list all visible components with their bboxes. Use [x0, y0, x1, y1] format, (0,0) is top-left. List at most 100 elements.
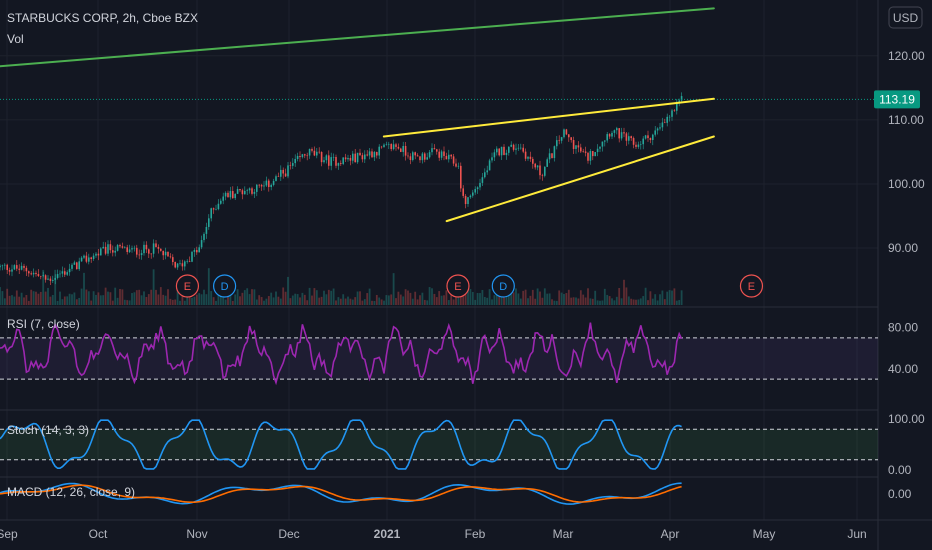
price-axis[interactable]: 90.00 100.00 110.00 120.00 40.00 80.00 0.00 100… [888, 49, 925, 501]
volume-bar [39, 291, 42, 305]
volume-bar [30, 289, 33, 305]
volume-bar [635, 299, 637, 305]
candle-body [169, 256, 172, 258]
candle-body [174, 262, 176, 268]
candle-body [294, 159, 296, 164]
volume-bar [131, 293, 133, 305]
candle-body [659, 127, 661, 129]
volume-bar [210, 291, 213, 305]
volume-bar [258, 295, 261, 305]
vertical-gridlines [6, 0, 858, 520]
volume-bar [219, 295, 222, 305]
candle-body [184, 261, 186, 267]
earnings-marker[interactable]: E [175, 274, 200, 298]
volume-bar [671, 290, 673, 305]
volume-bar [291, 295, 294, 305]
candle-body [61, 271, 64, 274]
trendline[interactable] [0, 7, 715, 68]
volume-bar [121, 289, 124, 305]
event-marker-circle [175, 274, 200, 298]
volume-bar [73, 292, 76, 305]
trendline[interactable] [445, 135, 715, 223]
volume-bar [476, 293, 479, 305]
earnings-marker[interactable]: E [446, 274, 470, 298]
volume-bar [565, 293, 568, 305]
volume-bar [241, 292, 244, 305]
volume-bar [251, 289, 253, 305]
volume-bar [143, 291, 145, 305]
volume-bar [78, 297, 81, 305]
volume-bar [543, 288, 546, 305]
candle-body [632, 138, 635, 145]
volume-bar [315, 290, 318, 305]
candle-body [80, 257, 83, 262]
volume-bar [15, 290, 18, 305]
volume-bar [147, 294, 150, 305]
volume-bar [246, 288, 249, 305]
dividend-marker[interactable]: D [491, 274, 515, 298]
candle-body [544, 166, 546, 176]
volume-bar [32, 291, 35, 305]
candle-body [248, 188, 251, 191]
volume-bar [491, 299, 493, 305]
volume-bar [678, 300, 681, 305]
volume-bar [116, 297, 119, 305]
volume-bar [27, 300, 30, 305]
volume-bar [87, 291, 90, 305]
volume-bar [191, 297, 193, 305]
volume-bar [47, 287, 49, 305]
volume-bar [253, 289, 256, 305]
volume-bar [541, 297, 544, 305]
candle-body [90, 257, 92, 259]
candle-body [239, 188, 241, 191]
volume-bar [608, 296, 611, 305]
volume-bar [455, 292, 457, 305]
volume-bar [337, 297, 340, 305]
volume-bar [229, 290, 232, 305]
candle-body [23, 265, 25, 268]
candle-body [390, 143, 392, 150]
volume-bar [279, 298, 282, 305]
candle-body [181, 263, 184, 267]
trendline[interactable] [382, 97, 715, 138]
volume-bar [539, 291, 541, 305]
volume-bar [656, 300, 659, 305]
time-axis[interactable]: Sep Oct Nov Dec 2021 Feb Mar Apr May Jun [0, 527, 867, 541]
dividend-marker[interactable]: D [213, 274, 237, 298]
volume-bar [368, 288, 371, 305]
volume-bar [159, 287, 162, 305]
candle-body [426, 157, 428, 160]
volume-bar [359, 291, 361, 305]
candle-body [97, 253, 100, 256]
volume-bar [486, 297, 489, 305]
macd-tick-label: 0.00 [888, 487, 912, 501]
volume-bar [414, 291, 417, 305]
candle-body [227, 192, 229, 198]
trendlines[interactable] [0, 7, 715, 223]
volume-bar [243, 290, 246, 305]
candle-body [32, 272, 35, 275]
volume-bar [193, 296, 196, 305]
currency-button[interactable] [888, 6, 923, 29]
candle-body [361, 155, 364, 160]
candle-body [265, 180, 268, 186]
candle-body [251, 188, 253, 194]
candle-body [296, 156, 299, 160]
candle-body [464, 195, 467, 205]
volume-bar [558, 290, 561, 305]
volume-bar [335, 300, 337, 305]
volume-bar [111, 300, 114, 305]
volume-bar [299, 297, 301, 305]
volume-bar [591, 298, 594, 305]
candle-body [512, 144, 515, 150]
candle-body [205, 226, 208, 234]
candle-body [44, 275, 47, 280]
candle-body [210, 208, 212, 219]
earnings-marker[interactable]: E [739, 274, 764, 298]
candle-body [635, 144, 637, 147]
macd-signal-line [0, 484, 682, 504]
candle-body [601, 141, 604, 147]
candle-body [371, 151, 373, 158]
